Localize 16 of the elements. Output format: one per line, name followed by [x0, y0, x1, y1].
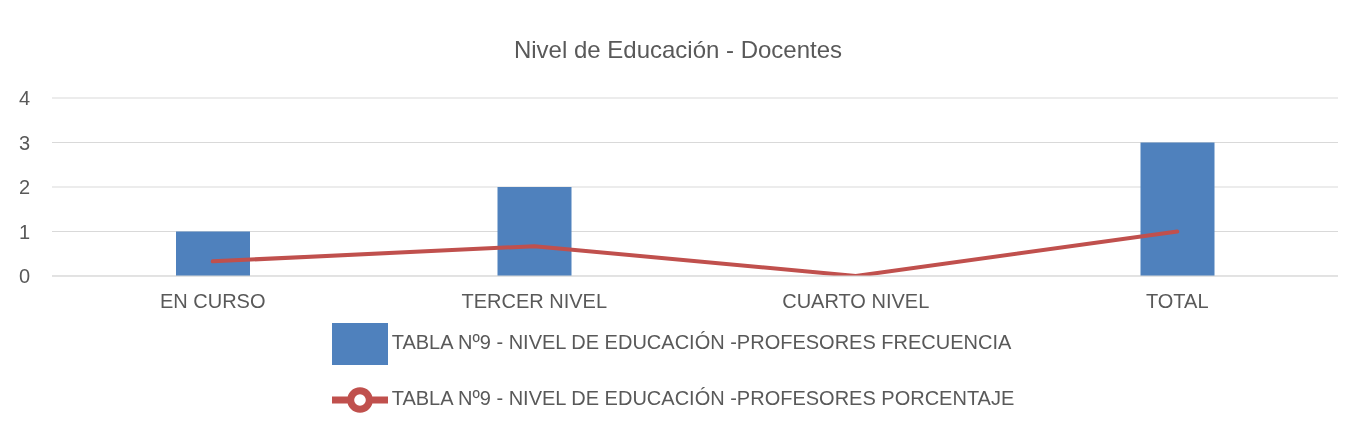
y-tick-label: 2 [18, 176, 30, 199]
legend-label: TABLA Nº9 - NIVEL DE EDUCACIÓN -PROFESORES FRECUENCIA [391, 331, 1012, 354]
x-tick-label: CUARTO NIVEL [782, 290, 930, 313]
y-tick-label: 3 [18, 131, 30, 154]
bar [176, 231, 250, 276]
line-series [210, 229, 1180, 276]
y-tick-label: 1 [18, 220, 30, 243]
y-tick-label: 4 [18, 87, 30, 110]
chart-title: Nivel de Educación - Docentes [512, 35, 844, 65]
x-tick-label: TERCER NIVEL [461, 290, 608, 313]
x-tick-label: TOTAL [1145, 290, 1209, 313]
bar [497, 187, 572, 276]
x-tick-label: EN CURSO [159, 290, 266, 313]
y-tick-label: 0 [18, 265, 30, 288]
legend-label: TABLA Nº9 - NIVEL DE EDUCACIÓN -PROFESORES PORCENTAJE [391, 387, 1015, 410]
bar [1140, 142, 1215, 276]
